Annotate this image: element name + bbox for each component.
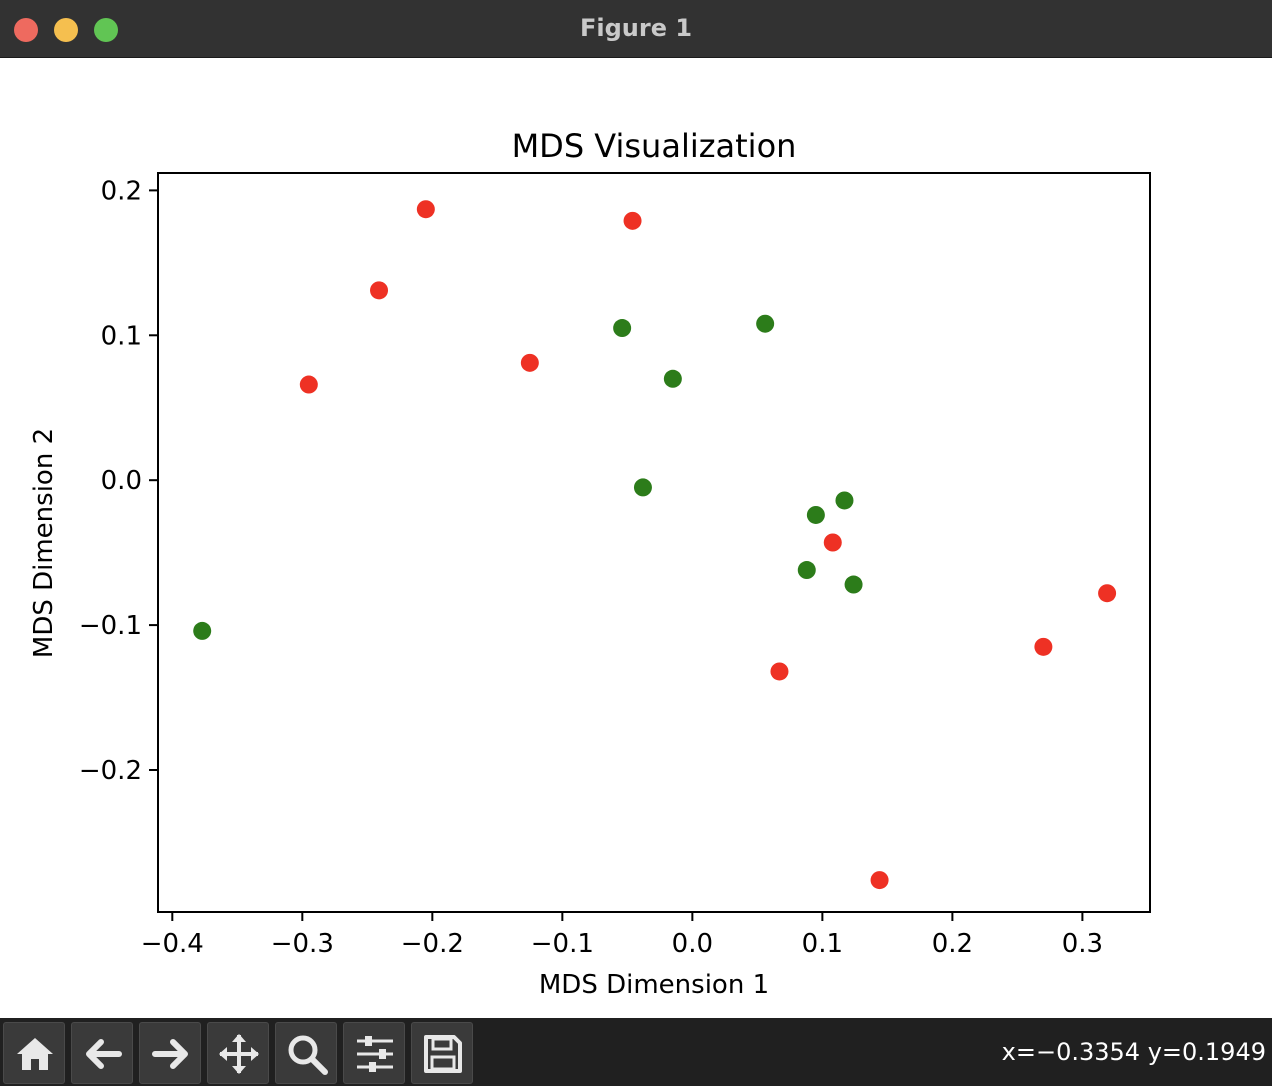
scatter-point (870, 871, 889, 890)
maximize-window-button[interactable] (94, 18, 118, 42)
scatter-point (797, 561, 816, 580)
x-tick-label: −0.4 (141, 929, 204, 959)
save-button[interactable] (411, 1022, 473, 1084)
window-titlebar: Figure 1 (0, 0, 1272, 58)
chart-title: MDS Visualization (512, 127, 797, 165)
scatter-point (756, 314, 775, 333)
y-tick-label: −0.2 (79, 756, 142, 786)
scatter-point (844, 575, 863, 594)
x-tick-label: 0.0 (672, 929, 713, 959)
scatter-chart: MDS Visualization MDS Dimension 1 MDS Di… (29, 127, 1151, 1000)
scatter-point (770, 662, 789, 681)
scatter-point (835, 491, 854, 510)
figure-canvas[interactable]: MDS Visualization MDS Dimension 1 MDS Di… (0, 58, 1272, 1018)
scatter-point (663, 369, 682, 388)
navigation-toolbar: x=−0.3354 y=0.1949 (0, 1018, 1272, 1086)
x-tick-label: −0.1 (531, 929, 594, 959)
home-button[interactable] (3, 1022, 65, 1084)
scatter-point (633, 478, 652, 497)
scatter-point (520, 353, 539, 372)
pan-icon (219, 1034, 259, 1074)
scatter-point (370, 281, 389, 300)
scatter-point (1098, 584, 1117, 603)
forward-button[interactable] (139, 1022, 201, 1084)
y-tick-label: 0.2 (101, 176, 142, 206)
x-axis-label: MDS Dimension 1 (539, 970, 769, 1000)
zoom-icon (288, 1035, 328, 1075)
x-tick-label: 0.2 (932, 929, 973, 959)
back-button[interactable] (71, 1022, 133, 1084)
home-icon (17, 1038, 53, 1070)
zoom-button[interactable] (275, 1022, 337, 1084)
configure-subplots-icon (357, 1036, 393, 1072)
window-title: Figure 1 (579, 14, 693, 42)
y-axis-label: MDS Dimension 2 (29, 428, 59, 658)
scatter-point (416, 200, 435, 219)
scatter-point (823, 533, 842, 552)
y-tick-label: 0.1 (101, 321, 142, 351)
scatter-point (299, 375, 318, 394)
scatter-point (806, 505, 825, 524)
y-tick-label: −0.1 (79, 611, 142, 641)
x-tick-label: 0.1 (802, 929, 843, 959)
cursor-coordinates: x=−0.3354 y=0.1949 (1001, 1038, 1266, 1066)
scatter-point (1034, 637, 1053, 656)
minimize-window-button[interactable] (54, 18, 78, 42)
scatter-point (613, 319, 632, 338)
scatter-point (193, 621, 212, 640)
x-tick-label: 0.3 (1062, 929, 1103, 959)
back-arrow-icon (86, 1039, 122, 1069)
pan-button[interactable] (207, 1022, 269, 1084)
forward-arrow-icon (152, 1039, 188, 1069)
y-tick-label: 0.0 (101, 466, 142, 496)
axes-frame (157, 172, 1151, 913)
x-tick-label: −0.2 (401, 929, 464, 959)
configure-subplots-button[interactable] (343, 1022, 405, 1084)
save-icon (424, 1035, 462, 1073)
x-tick-label: −0.3 (271, 929, 334, 959)
close-window-button[interactable] (14, 18, 38, 42)
scatter-point (623, 211, 642, 230)
